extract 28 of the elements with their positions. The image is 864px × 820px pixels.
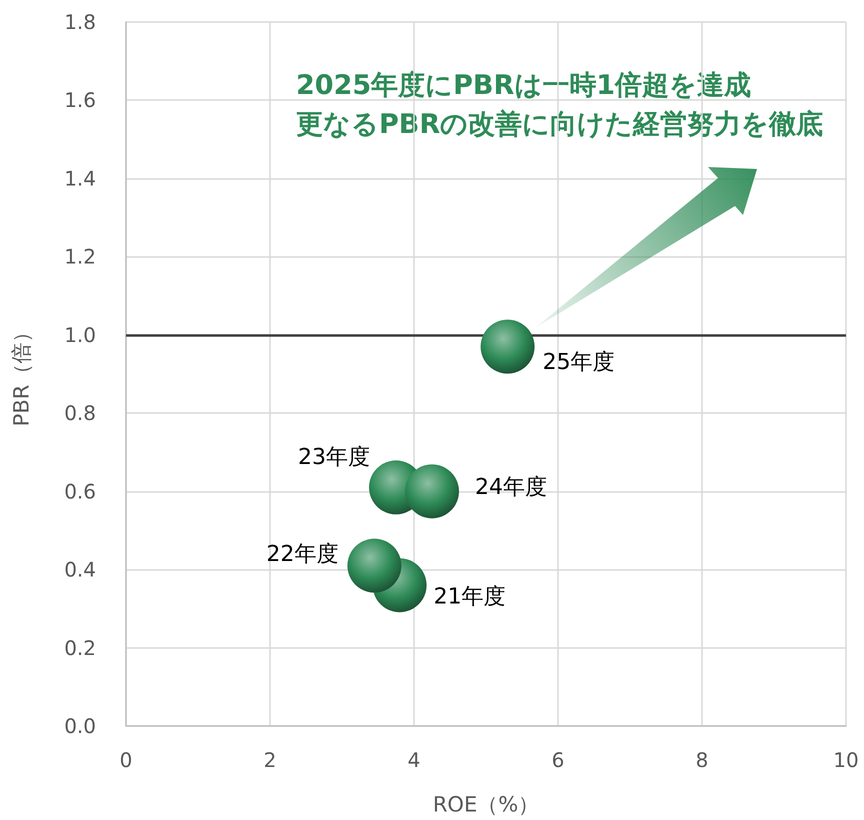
x-tick-label: 2 <box>264 748 276 772</box>
annotation: 21年度 <box>434 584 506 610</box>
y-tick-label: 1.0 <box>64 322 96 347</box>
annotation: 24年度 <box>475 474 547 500</box>
x-tick-label: 4 <box>408 748 420 772</box>
y-tick-label: 1.6 <box>64 88 96 112</box>
y-tick-label: 1.2 <box>64 244 96 269</box>
y-tick-label: 0.6 <box>64 479 96 504</box>
y-tick-label: 0.2 <box>64 636 96 660</box>
y-tick-label: 0.8 <box>64 401 96 426</box>
x-tick-label: 0 <box>120 748 132 772</box>
y-tick-label: 1.4 <box>64 166 96 190</box>
y-axis-title: PBR（倍） <box>10 322 34 426</box>
annotation: 22年度 <box>266 542 338 568</box>
point <box>405 464 459 518</box>
point <box>347 538 402 593</box>
annotation: 更なるPBRの改善に向けた経営努力を徹底 <box>296 109 824 140</box>
y-tick-label: 0.0 <box>64 714 96 738</box>
x-axis-title: ROE（%） <box>432 792 540 816</box>
x-tick-label: 10 <box>833 748 859 772</box>
annotation: 2025年度にPBRは一時1倍超を達成 <box>296 70 752 101</box>
annotation: 23年度 <box>298 444 370 470</box>
x-tick-label: 6 <box>552 748 564 772</box>
y-tick-label: 0.4 <box>64 558 96 582</box>
y-tick-label: 1.8 <box>64 10 96 34</box>
point <box>480 320 535 374</box>
annotation: 25年度 <box>542 350 615 376</box>
x-tick-label: 8 <box>696 748 708 772</box>
